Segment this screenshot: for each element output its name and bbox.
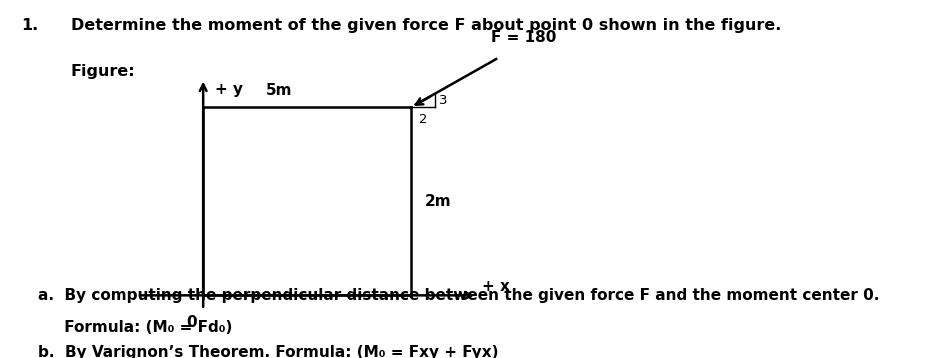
Point: [405, 105, 416, 110]
Text: b.  By Varignon’s Theorem. Formula: (M₀ = Fxy + Fyx): b. By Varignon’s Theorem. Formula: (M₀ =…: [38, 345, 497, 358]
Text: 5m: 5m: [265, 83, 292, 98]
Point: [429, 92, 440, 96]
Text: Figure:: Figure:: [71, 64, 135, 79]
Point: [429, 105, 440, 110]
Point: [197, 105, 209, 110]
Point: [197, 293, 209, 297]
Point: [429, 105, 440, 110]
Point: [197, 293, 209, 297]
Text: 0: 0: [186, 315, 197, 330]
Line: 2 pts: 2 pts: [415, 59, 496, 105]
Point: [405, 293, 416, 297]
Text: 2m: 2m: [425, 194, 451, 209]
Text: Determine the moment of the given force F about point 0 shown in the figure.: Determine the moment of the given force …: [71, 18, 781, 33]
Text: 3: 3: [439, 94, 447, 107]
Point: [405, 105, 416, 110]
Text: + x: + x: [481, 279, 509, 294]
Point: [490, 57, 501, 61]
Text: F = 180: F = 180: [491, 30, 556, 45]
Point: [405, 293, 416, 297]
Text: a.  By computing the perpendicular distance between the given force F and the mo: a. By computing the perpendicular distan…: [38, 288, 878, 303]
Text: 1.: 1.: [21, 18, 38, 33]
Text: Formula: (M₀ = Fd₀): Formula: (M₀ = Fd₀): [38, 320, 232, 335]
Point: [405, 105, 416, 110]
Text: + y: + y: [214, 82, 243, 97]
Point: [410, 102, 421, 107]
Point: [197, 105, 209, 110]
Text: 2: 2: [418, 113, 427, 126]
